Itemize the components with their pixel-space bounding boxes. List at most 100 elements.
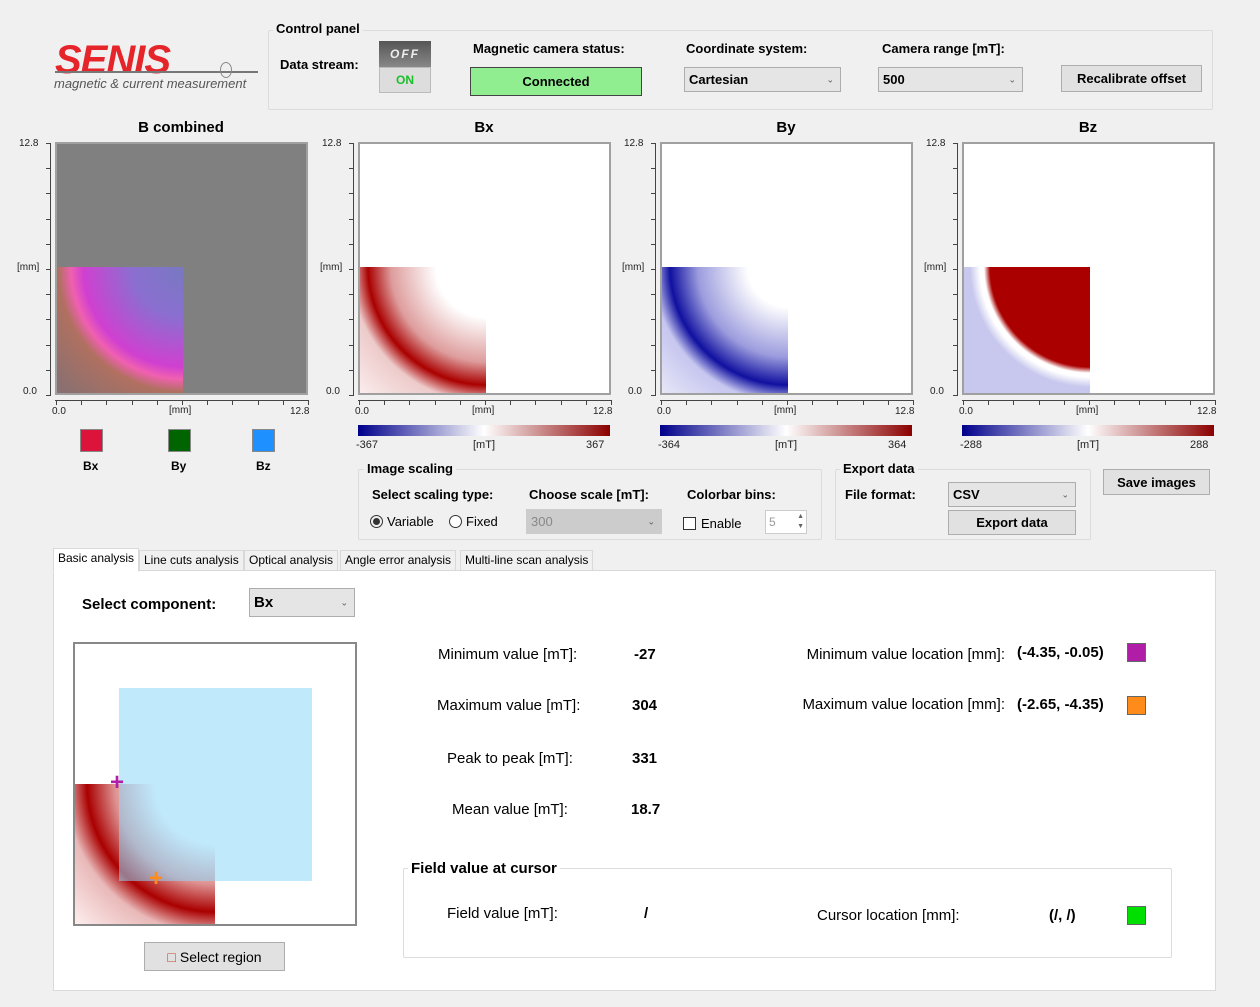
heatmap-data-region [662,267,788,393]
y-tick-top: 12.8 [926,138,946,149]
heatmap-data-region [57,267,183,393]
y-axis-label: [mm] [17,262,40,273]
minimum-marker-icon: + [110,769,125,796]
camera-status-label: Magnetic camera status: [473,41,625,56]
coordinate-system-select[interactable]: Cartesian ⌄ [684,67,841,92]
plot-title: By [776,119,796,136]
bins-spinbox[interactable]: 5 ▲ ▼ [765,510,807,534]
coordinate-system-label: Coordinate system: [686,41,808,56]
x-axis-label: [mm] [472,405,495,416]
x-tick-left: 0.0 [657,406,671,417]
y-axis-label: [mm] [924,262,947,273]
min-value-label: Minimum value [mT]: [438,646,578,663]
colorbar-min: -288 [960,439,983,451]
x-axis-label: [mm] [1076,405,1099,416]
camera-range-select[interactable]: 500 ⌄ [878,67,1023,92]
recalibrate-offset-button[interactable]: Recalibrate offset [1061,65,1202,92]
field-cursor-title: Field value at cursor [408,860,560,877]
colorbar-max: 364 [888,439,907,451]
component-select[interactable]: Bx ⌄ [249,588,355,617]
scaling-type-label: Select scaling type: [372,487,494,502]
legend-label-bx: Bx [83,459,99,473]
legend-label-by: By [171,459,187,473]
peak-to-peak-label: Peak to peak [mT]: [447,750,573,767]
y-tick-bottom: 0.0 [326,386,340,397]
colorbar-min: -364 [658,439,681,451]
selected-region[interactable] [119,688,312,881]
heatmap-image[interactable] [55,142,308,395]
tab-line-cuts-analysis[interactable]: Line cuts analysis [139,550,244,571]
y-tick-bottom: 0.0 [930,386,944,397]
colorbar [962,425,1214,436]
y-tick-top: 12.8 [322,138,342,149]
logo-brand: SENIS [55,38,171,82]
select-component-label: Select component: [82,596,217,613]
heatmap-image[interactable] [660,142,913,395]
tab-multi-line-scan-analysis[interactable]: Multi-line scan analysis [460,550,594,571]
image-scaling-group [358,469,822,540]
colorbar-max: 367 [586,439,605,451]
max-value: 304 [632,697,658,714]
y-tick-top: 12.8 [19,138,39,149]
export-data-group [835,469,1091,540]
x-tick-left: 0.0 [959,406,973,417]
x-tick-right: 12.8 [1197,406,1217,417]
colorbar-unit: [mT] [775,439,797,451]
export-data-title: Export data [840,461,918,476]
y-tick-top: 12.8 [624,138,644,149]
logo-tagline: magnetic & current measurement [54,76,247,91]
tab-optical-analysis[interactable]: Optical analysis [244,550,339,571]
x-tick-left: 0.0 [52,406,66,417]
min-location-value: (-4.35, -0.05) [1017,644,1104,661]
field-value-label: Field value [mT]: [447,905,558,922]
save-images-button[interactable]: Save images [1103,469,1210,495]
heatmap-data-region [360,267,486,393]
colorbar [660,425,912,436]
x-tick-right: 12.8 [895,406,915,417]
x-tick-left: 0.0 [355,406,369,417]
heatmap-image[interactable] [358,142,611,395]
fixed-radio[interactable]: Fixed [449,514,498,529]
select-region-icon: □ [167,948,176,965]
max-location-color [1127,696,1146,715]
legend-swatch-bz [252,429,275,452]
camera-range-label: Camera range [mT]: [882,41,1005,56]
data-stream-toggle[interactable]: OFF ON [379,41,431,95]
tab-basic-analysis[interactable]: Basic analysis [53,548,140,572]
choose-scale-label: Choose scale [mT]: [529,487,649,502]
colorbar-bins-label: Colorbar bins: [687,487,776,502]
plot-title: Bz [1078,119,1098,136]
mean-value-label: Mean value [mT]: [452,801,568,818]
field-value: / [644,905,649,922]
region-preview-image[interactable]: + + [73,642,357,926]
plot-title: Bx [474,119,494,136]
min-value: -27 [634,646,656,663]
legend-swatch-by [168,429,191,452]
maximum-marker-icon: + [149,865,164,892]
data-stream-label: Data stream: [280,57,359,72]
colorbar-max: 288 [1190,439,1209,451]
legend-label-bz: Bz [256,459,271,473]
export-data-button[interactable]: Export data [948,510,1076,535]
max-location-value: (-2.65, -4.35) [1017,696,1104,713]
tab-angle-error-analysis[interactable]: Angle error analysis [340,550,457,571]
scale-select[interactable]: 300 ⌄ [526,509,662,534]
select-region-button[interactable]: □ Select region [144,942,285,971]
y-tick-bottom: 0.0 [628,386,642,397]
camera-status-value: Connected [470,67,642,96]
variable-radio[interactable]: Variable [370,514,434,529]
mean-value: 18.7 [631,801,661,818]
field-cursor-group [403,868,1172,958]
y-axis-label: [mm] [320,262,343,273]
colorbar-unit: [mT] [473,439,495,451]
x-axis-label: [mm] [169,405,192,416]
colorbar-unit: [mT] [1077,439,1099,451]
enable-bins-checkbox[interactable]: Enable [683,516,741,531]
plot-title: B combined [138,119,224,136]
heatmap-image[interactable] [962,142,1215,395]
file-format-select[interactable]: CSV ⌄ [948,482,1076,507]
cursor-location-color [1127,906,1146,925]
y-tick-bottom: 0.0 [23,386,37,397]
legend-swatch-bx [80,429,103,452]
file-format-label: File format: [845,487,916,502]
